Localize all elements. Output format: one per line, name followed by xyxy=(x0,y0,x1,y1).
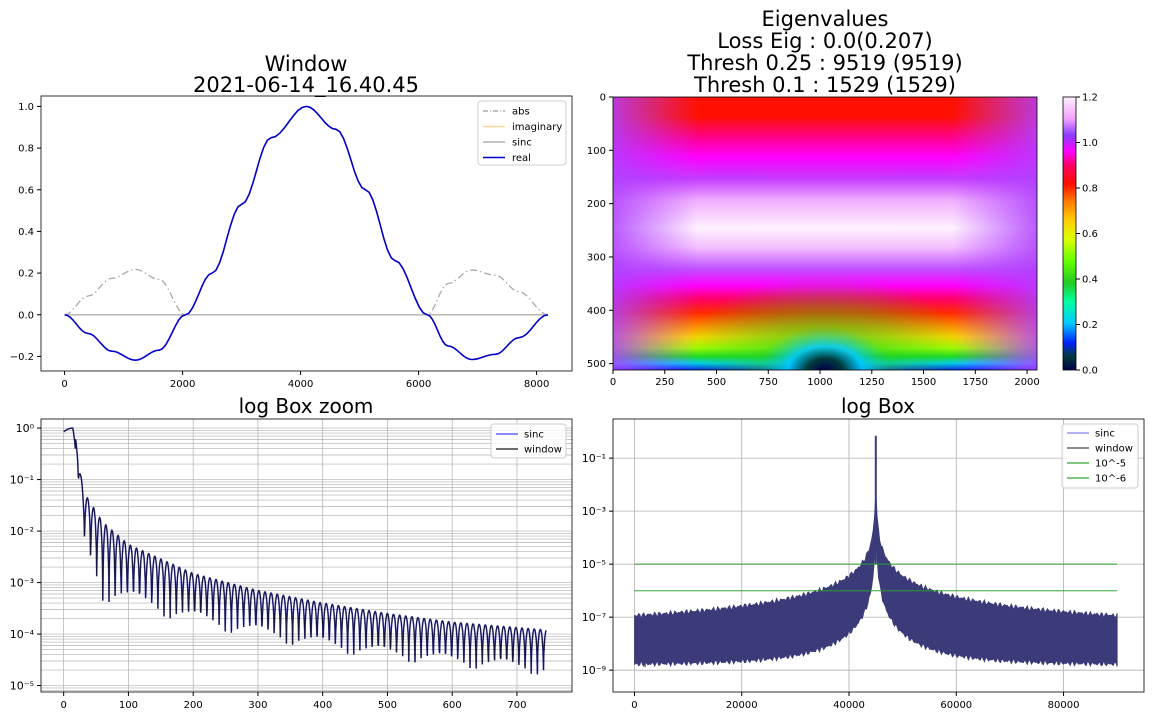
x-tick-label: 0 xyxy=(631,700,637,711)
legend-label-sinc: sinc xyxy=(512,138,532,149)
eigenvalues-title-line1: Eigenvalues xyxy=(762,7,889,31)
x-tick-label: 0 xyxy=(61,379,67,390)
y-tick-label: 0.6 xyxy=(18,185,34,196)
colorbar-tick-label: 1.2 xyxy=(1082,93,1098,104)
eigenvalues-frame xyxy=(612,96,1038,371)
legend-label-window: window xyxy=(1095,444,1133,455)
x-tick-label: 6000 xyxy=(406,379,431,390)
window-chart-title-line1: Window xyxy=(265,52,348,76)
series-band-window xyxy=(634,491,1118,668)
y-tick-label: 400 xyxy=(587,306,606,317)
eigenvalues-title-line3: Thresh 0.25 : 9519 (9519) xyxy=(686,51,962,75)
eigenvalues-title-line2: Loss Eig : 0.0(0.207) xyxy=(717,29,933,53)
x-tick-label: 1250 xyxy=(859,377,884,388)
y-tick-label: 10⁻³ xyxy=(10,577,34,590)
y-tick-label: 10⁻⁴ xyxy=(10,628,35,641)
log-box-chart: log Box 0 20000 40000 60000 80000 10⁻⁹ 10⁻⁷ 10⁻… xyxy=(582,394,1145,711)
window-chart: Window 2021-06-14_16.40.45 0 2000 4000 6000… xyxy=(10,52,573,390)
log-box-zoom-chart: log Box zoom 0 100 200 300 400 500 600 700 10⁻⁵ 1… xyxy=(10,394,573,711)
colorbar-tick-label: 0.0 xyxy=(1082,366,1098,377)
series-line-window xyxy=(63,427,547,675)
x-tick-label: 2000 xyxy=(1014,377,1039,388)
log-box-frame xyxy=(612,418,1145,693)
y-tick-label: 10⁻⁵ xyxy=(582,558,606,571)
x-tick-label: 1500 xyxy=(911,377,936,388)
x-tick-label: 1750 xyxy=(963,377,988,388)
window-chart-title-line2: 2021-06-14_16.40.45 xyxy=(193,73,419,98)
log-box-zoom-legend: sinc window xyxy=(490,423,567,459)
x-tick-label: 2000 xyxy=(170,379,195,390)
x-tick-label: 750 xyxy=(759,377,778,388)
log-box-title: log Box xyxy=(841,394,915,418)
y-tick-label: 10⁻⁵ xyxy=(10,680,34,693)
legend-label-window: window xyxy=(524,445,562,456)
eigenvalues-chart: Eigenvalues Loss Eig : 0.0(0.207) Thresh… xyxy=(587,7,1098,388)
y-tick-label: 10⁻¹ xyxy=(10,474,34,487)
y-tick-label: 100 xyxy=(587,146,606,157)
y-tick-label: 10⁻¹ xyxy=(582,452,606,465)
colorbar-tick-label: 0.6 xyxy=(1082,229,1098,240)
log-box-legend: sinc window 10^-5 10^-6 xyxy=(1061,423,1139,489)
series-line-abs xyxy=(64,105,549,316)
eigenvalues-title-line4: Thresh 0.1 : 1529 (1529) xyxy=(693,73,956,97)
legend-label-abs: abs xyxy=(512,107,530,118)
y-tick-label: 200 xyxy=(587,199,606,210)
colorbar-tick-label: 0.2 xyxy=(1082,320,1098,331)
colorbar-tick-label: 0.8 xyxy=(1082,184,1098,195)
legend-label-real: real xyxy=(512,153,531,164)
y-tick-label: 10⁻³ xyxy=(582,505,606,518)
x-tick-label: 80000 xyxy=(1048,700,1080,711)
y-tick-label: 1.0 xyxy=(18,102,34,113)
y-tick-label: 0.0 xyxy=(18,310,34,321)
window-chart-legend: abs imaginary sinc real xyxy=(477,100,567,166)
legend-label-sinc: sinc xyxy=(1095,429,1115,440)
log-box-zoom-title: log Box zoom xyxy=(239,394,374,418)
y-tick-label: −0.2 xyxy=(10,352,34,363)
x-tick-label: 500 xyxy=(707,377,726,388)
x-tick-label: 0 xyxy=(610,377,616,388)
x-tick-label: 600 xyxy=(443,700,462,711)
x-tick-label: 0 xyxy=(60,700,66,711)
y-tick-label: 0 xyxy=(600,93,606,104)
x-tick-label: 400 xyxy=(313,700,332,711)
x-tick-label: 4000 xyxy=(288,379,313,390)
legend-label-10^-5: 10^-5 xyxy=(1095,459,1126,470)
y-tick-label: 10⁻⁷ xyxy=(582,611,606,624)
x-tick-label: 700 xyxy=(507,700,526,711)
x-tick-label: 200 xyxy=(184,700,203,711)
y-tick-label: 10⁻⁹ xyxy=(582,664,606,677)
x-tick-label: 100 xyxy=(119,700,138,711)
x-tick-label: 40000 xyxy=(833,700,865,711)
legend-label-sinc: sinc xyxy=(524,430,544,441)
x-tick-label: 300 xyxy=(248,700,267,711)
y-tick-label: 10⁻² xyxy=(10,525,34,538)
y-tick-label: 300 xyxy=(587,252,606,263)
y-tick-label: 0.2 xyxy=(18,269,34,280)
legend-label-imaginary: imaginary xyxy=(512,122,562,133)
y-tick-label: 10⁰ xyxy=(16,422,35,435)
log-box-zoom-frame xyxy=(40,418,573,693)
series-line-real xyxy=(64,105,549,362)
y-tick-label: 500 xyxy=(587,359,606,370)
x-tick-label: 60000 xyxy=(940,700,972,711)
eigenvalues-heatmap-image xyxy=(613,97,1037,370)
y-tick-label: 0.8 xyxy=(18,144,34,155)
x-tick-label: 500 xyxy=(378,700,397,711)
colorbar-tick-label: 1.0 xyxy=(1082,138,1098,149)
window-chart-frame xyxy=(40,95,573,372)
y-tick-label: 0.4 xyxy=(18,227,34,238)
x-tick-label: 8000 xyxy=(524,379,549,390)
colorbar-tick-label: 0.4 xyxy=(1082,275,1098,286)
x-tick-label: 20000 xyxy=(726,700,758,711)
x-tick-label: 1000 xyxy=(807,377,832,388)
eigenvalues-colorbar: 0.0 0.2 0.4 0.6 0.8 1.0 1.2 xyxy=(1062,93,1098,377)
x-tick-label: 250 xyxy=(655,377,674,388)
legend-label-10^-6: 10^-6 xyxy=(1095,474,1126,485)
